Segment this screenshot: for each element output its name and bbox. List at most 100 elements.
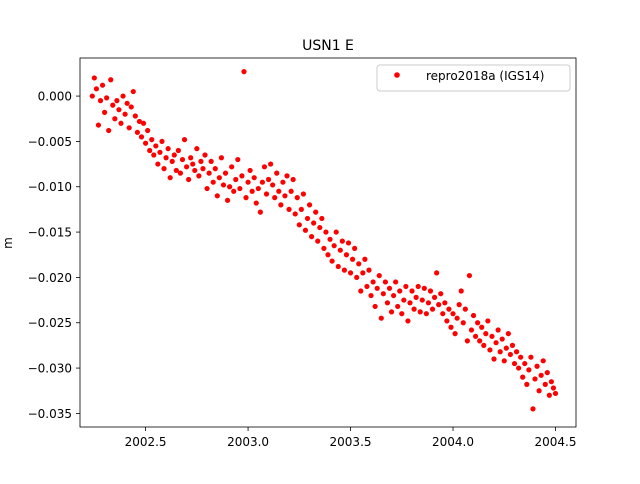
data-point	[323, 229, 329, 235]
legend-marker	[394, 72, 400, 78]
data-point	[159, 138, 165, 145]
x-tick-label: 2003.5	[330, 435, 372, 449]
data-point	[149, 137, 155, 143]
data-point	[263, 191, 270, 197]
data-point	[294, 195, 300, 201]
data-point	[153, 143, 159, 149]
data-point	[140, 120, 147, 126]
data-point	[251, 175, 257, 181]
data-point	[419, 297, 425, 303]
data-point	[206, 170, 212, 176]
data-point	[411, 306, 417, 312]
data-point	[265, 176, 272, 183]
data-point	[454, 315, 460, 321]
data-point	[108, 77, 114, 83]
data-point	[132, 113, 138, 119]
data-point	[200, 166, 206, 172]
data-point	[360, 270, 366, 276]
data-point	[423, 311, 429, 317]
data-point	[231, 188, 237, 194]
data-point	[354, 274, 360, 281]
data-point	[524, 381, 530, 387]
data-point	[485, 318, 491, 324]
data-point	[532, 376, 538, 382]
data-point	[118, 120, 124, 126]
data-point	[194, 146, 200, 152]
data-point	[181, 137, 188, 143]
data-point	[196, 173, 202, 179]
y-tick-label: 0.000	[38, 90, 72, 104]
data-point	[417, 309, 423, 315]
data-point	[329, 258, 335, 264]
data-point	[350, 256, 356, 262]
data-point	[147, 147, 153, 154]
data-point	[319, 215, 325, 222]
data-point	[136, 118, 143, 125]
data-point	[282, 193, 288, 199]
data-point	[409, 288, 415, 294]
legend-box	[376, 64, 571, 92]
data-point	[376, 272, 382, 279]
data-point	[538, 372, 544, 378]
data-point	[183, 164, 190, 170]
data-point	[343, 252, 350, 258]
data-point	[497, 349, 503, 355]
data-point	[384, 300, 391, 306]
data-point	[204, 185, 210, 192]
y-tick-label: −0.010	[28, 180, 72, 194]
x-tick-label: 2002.5	[125, 435, 167, 449]
data-point	[278, 202, 284, 208]
data-point	[134, 129, 140, 135]
data-point	[388, 309, 395, 315]
data-point	[290, 176, 296, 183]
data-points	[89, 69, 559, 412]
data-point	[347, 270, 354, 276]
data-point	[327, 236, 333, 242]
data-point	[298, 206, 304, 213]
data-point	[95, 122, 102, 128]
data-point	[386, 285, 393, 291]
data-point	[102, 109, 108, 115]
data-point	[288, 188, 294, 194]
data-point	[272, 195, 278, 201]
data-point	[550, 385, 557, 391]
data-point	[446, 306, 452, 312]
data-point	[450, 311, 456, 317]
data-point	[315, 238, 321, 244]
data-point	[438, 291, 444, 297]
legend[interactable]: repro2018a (IGS14)	[376, 64, 571, 92]
data-point	[431, 294, 438, 300]
data-point	[130, 88, 136, 95]
data-point	[468, 327, 475, 333]
data-point	[501, 358, 507, 364]
data-point	[548, 379, 555, 385]
data-point	[481, 342, 487, 348]
data-point	[491, 356, 497, 362]
data-point	[427, 288, 434, 294]
data-point	[503, 345, 509, 351]
data-point	[526, 367, 532, 373]
data-point	[218, 155, 225, 161]
data-point	[292, 211, 298, 217]
data-point	[370, 279, 376, 285]
data-point	[106, 127, 112, 134]
legend-label: repro2018a (IGS14)	[426, 69, 544, 83]
data-point	[89, 93, 95, 99]
data-point	[210, 179, 216, 185]
data-point	[216, 175, 222, 181]
y-axis-ticks: 0.000 −0.005 −0.010 −0.015 −0.020 −0.025 −0.03…	[28, 90, 80, 421]
data-point	[122, 111, 128, 117]
data-point	[224, 197, 231, 203]
data-point	[163, 155, 169, 161]
data-point	[495, 327, 501, 333]
data-point	[296, 222, 302, 228]
data-point	[227, 184, 233, 190]
data-point	[259, 179, 266, 185]
data-point	[309, 234, 315, 240]
data-point	[393, 279, 399, 285]
data-point	[142, 140, 149, 146]
data-point	[339, 238, 345, 244]
data-point	[186, 176, 192, 183]
data-point	[91, 75, 97, 81]
